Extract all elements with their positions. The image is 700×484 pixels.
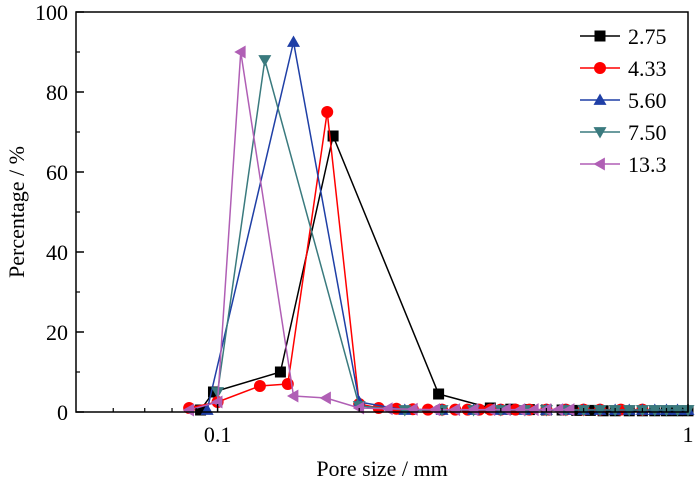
data-point	[551, 403, 564, 417]
legend-label: 5.60	[628, 88, 667, 113]
legend-item: 4.33	[580, 56, 667, 81]
data-point	[527, 403, 539, 417]
data-point	[593, 405, 607, 417]
data-point	[319, 391, 331, 405]
legend-item: 13.3	[580, 152, 667, 177]
legend-label: 4.33	[628, 56, 667, 81]
legend-label: 2.75	[628, 24, 667, 49]
data-point	[499, 403, 511, 417]
data-point	[234, 45, 246, 59]
data-point	[182, 403, 195, 417]
legend-label: 13.3	[628, 152, 667, 177]
y-axis-title: Percentage / %	[4, 146, 29, 278]
legend-item: 5.60	[580, 88, 667, 113]
series-13.3	[182, 45, 575, 417]
series-2.75	[195, 130, 694, 417]
data-point	[287, 389, 299, 403]
series-line	[199, 135, 688, 412]
y-tick-label: 100	[35, 0, 68, 25]
data-point	[513, 403, 526, 417]
legend-marker	[594, 62, 606, 74]
data-point	[448, 403, 461, 417]
data-point	[274, 366, 286, 378]
series-4.33	[183, 106, 649, 416]
y-tick-label: 60	[46, 160, 68, 185]
data-point	[211, 395, 223, 409]
series-line	[188, 51, 570, 411]
data-point	[483, 403, 496, 417]
x-tick-label: 1	[683, 422, 694, 447]
data-point	[195, 404, 207, 416]
data-point	[258, 55, 272, 67]
legend: 2.75 4.33 5.60 7.50 13.3	[580, 24, 667, 177]
data-point	[622, 405, 636, 417]
y-tick-label: 20	[46, 320, 68, 345]
plot-data	[182, 35, 695, 417]
data-point	[539, 403, 552, 417]
data-point	[327, 130, 339, 142]
legend-marker	[593, 93, 607, 105]
data-point	[398, 405, 412, 417]
legend-marker	[593, 157, 605, 171]
data-point	[428, 403, 440, 417]
data-point	[207, 386, 219, 398]
data-point	[433, 388, 445, 400]
series-5.60	[200, 35, 695, 415]
series-line	[206, 41, 688, 411]
legend-marker	[593, 127, 607, 139]
data-point	[321, 106, 334, 118]
data-point	[648, 405, 662, 417]
series-7.50	[211, 55, 695, 417]
x-tick-label: 0.1	[204, 422, 232, 447]
data-point	[467, 403, 479, 417]
axis-ticks: 0 20 40 60 80 100 0.1 1	[35, 0, 694, 447]
data-point	[253, 380, 266, 392]
legend-item: 7.50	[580, 120, 667, 145]
y-tick-label: 40	[46, 240, 68, 265]
data-point	[287, 35, 301, 47]
y-tick-label: 80	[46, 80, 68, 105]
legend-label: 7.50	[628, 120, 667, 145]
data-point	[563, 403, 575, 417]
x-axis-title: Pore size / mm	[316, 456, 447, 481]
legend-item: 2.75	[580, 24, 667, 49]
legend-marker	[594, 30, 606, 42]
data-point	[671, 405, 685, 417]
y-tick-label: 0	[57, 400, 68, 425]
